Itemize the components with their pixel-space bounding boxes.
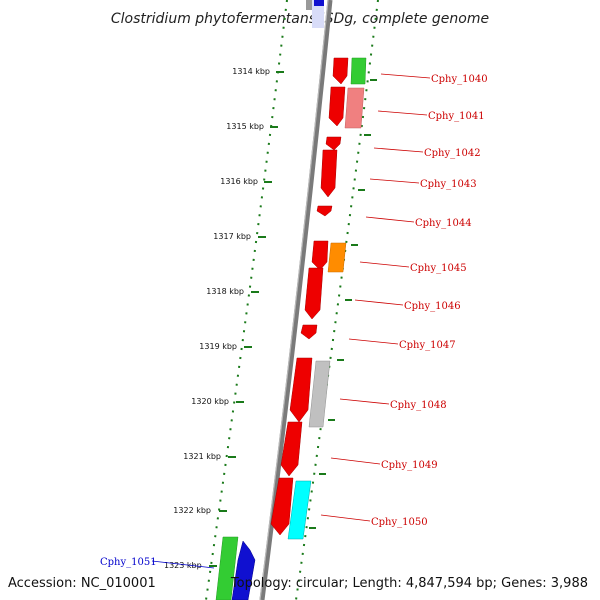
callout-line [320, 514, 371, 522]
callout-line [330, 457, 381, 465]
gene-label-cphy-1043[interactable]: Cphy_1043 [420, 179, 477, 190]
gene-label-cphy-1047[interactable]: Cphy_1047 [399, 340, 456, 351]
kbp-label: 1317 kbp [213, 232, 251, 241]
gene-cphy-1051-blue[interactable] [231, 540, 256, 600]
gene-cphy-1050-reverse[interactable] [270, 477, 294, 536]
gene-label-cphy-1046[interactable]: Cphy_1046 [404, 301, 461, 312]
callout-line [339, 398, 390, 405]
callout-line [380, 73, 431, 79]
callout-line [348, 338, 399, 345]
gene-cphy-1044[interactable] [316, 205, 333, 217]
genome-backbone-highlight [259, 0, 329, 600]
gene-cphy-1045-forward[interactable] [327, 242, 347, 273]
gene-cphy-1047[interactable] [300, 324, 318, 340]
top-gene-stub-blue [314, 0, 324, 6]
callout-line [369, 178, 420, 184]
top-gene-stub-grey [306, 0, 312, 10]
gene-cphy-1045-reverse[interactable] [311, 240, 329, 271]
gene-label-cphy-1049[interactable]: Cphy_1049 [381, 460, 438, 471]
callout-line [373, 147, 424, 153]
top-gene-stub-lavender [312, 0, 324, 28]
gene-cphy-1051-forward[interactable] [215, 536, 239, 600]
gene-label-cphy-1050[interactable]: Cphy_1050 [371, 517, 428, 528]
gene-label-cphy-1044[interactable]: Cphy_1044 [415, 218, 472, 229]
gene-cphy-1048-reverse[interactable] [289, 357, 313, 423]
gene-cphy-1049[interactable] [280, 421, 303, 477]
gene-cphy-1040-reverse[interactable] [332, 57, 349, 85]
gene-label-cphy-1041[interactable]: Cphy_1041 [428, 111, 485, 122]
gene-label-cphy-1051[interactable]: Cphy_1051 [100, 557, 157, 568]
gene-features [215, 57, 367, 600]
kbp-label: 1314 kbp [232, 67, 270, 76]
gene-cphy-1048-forward[interactable] [308, 360, 331, 428]
kbp-label: 1318 kbp [206, 287, 244, 296]
kbp-label: 1320 kbp [191, 397, 229, 406]
gene-cphy-1041-forward[interactable] [344, 87, 365, 129]
callout-line [359, 261, 410, 268]
kbp-label: 1315 kbp [226, 122, 264, 131]
gene-label-cphy-1045[interactable]: Cphy_1045 [410, 263, 467, 274]
gene-cphy-1040-forward[interactable] [350, 57, 367, 85]
accession-label: Accession: NC_010001 [8, 576, 156, 591]
callout-line [377, 110, 428, 116]
kbp-label: 1323 kbp [164, 561, 202, 570]
kbp-label: 1321 kbp [183, 452, 221, 461]
gene-label-cphy-1048[interactable]: Cphy_1048 [390, 400, 447, 411]
gene-label-cphy-1040[interactable]: Cphy_1040 [431, 74, 488, 85]
callout-line [151, 560, 215, 569]
gene-cphy-1046[interactable] [304, 267, 324, 320]
gene-label-cphy-1042[interactable]: Cphy_1042 [424, 148, 481, 159]
gene-labels: Cphy_1040 Cphy_1041 Cphy_1042 Cphy_1043 … [100, 73, 488, 569]
callout-line [365, 216, 415, 223]
kbp-ticks: 1314 kbp 1315 kbp 1316 kbp 1317 kbp 1318… [164, 67, 377, 570]
gene-cphy-1042[interactable] [325, 136, 342, 151]
gene-cphy-1050-forward[interactable] [287, 480, 312, 540]
gene-cphy-1041-reverse[interactable] [328, 86, 346, 127]
kbp-label: 1316 kbp [220, 177, 258, 186]
kbp-label: 1319 kbp [199, 342, 237, 351]
kbp-label: 1322 kbp [173, 506, 211, 515]
map-title: Clostridium phytofermentans ISDg, comple… [111, 11, 489, 27]
gene-cphy-1043[interactable] [320, 149, 338, 198]
topology-summary: Topology: circular; Length: 4,847,594 bp… [230, 576, 588, 591]
callout-line [354, 299, 404, 306]
